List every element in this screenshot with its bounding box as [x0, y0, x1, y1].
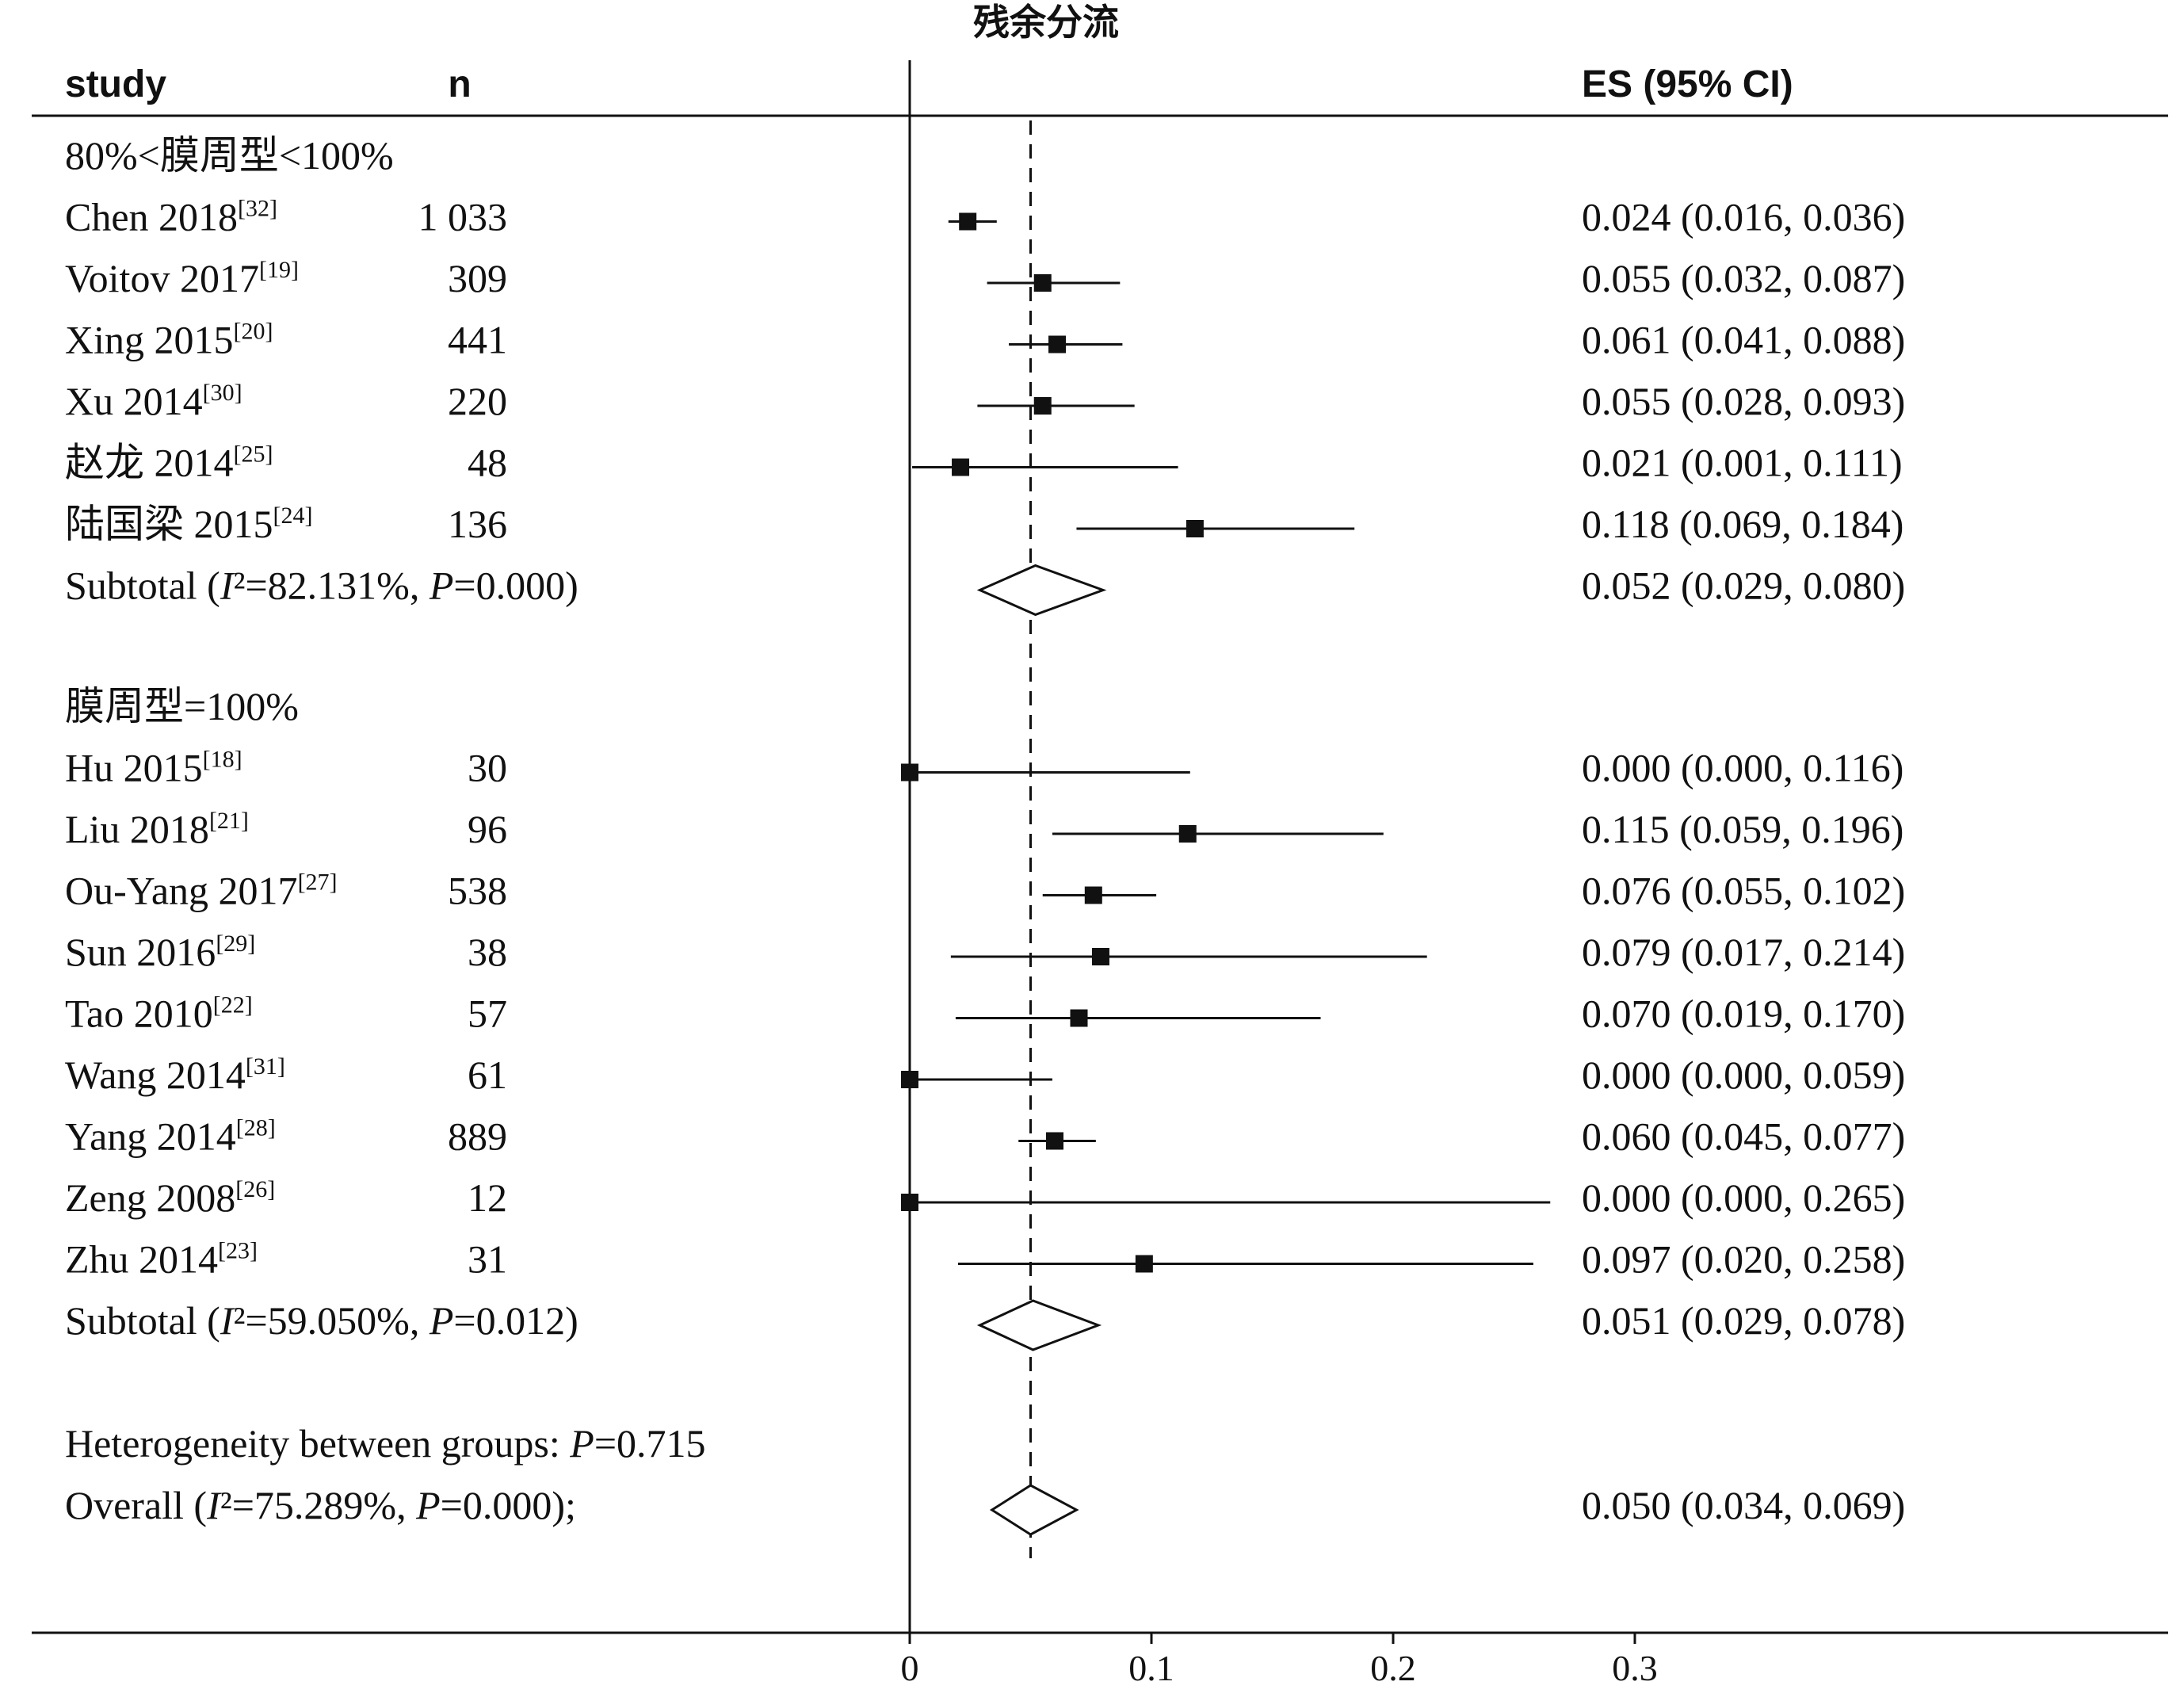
- overall-diamond: [989, 1484, 1079, 1536]
- overall-label: Overall (I²=75.289%, P=0.000);: [65, 1483, 576, 1527]
- effect-size-marker: [901, 1194, 918, 1211]
- study-n: 441: [448, 318, 507, 362]
- study-label: 赵龙 2014[25]: [65, 441, 273, 485]
- effect-size-marker: [1084, 886, 1102, 904]
- study-es-value: 0.060 (0.045, 0.077): [1582, 1114, 1905, 1159]
- column-header-study: study: [65, 63, 166, 105]
- study-label: Zeng 2008[26]: [65, 1175, 275, 1220]
- column-header-n: n: [448, 63, 471, 105]
- group-label: 膜周型=100%: [65, 684, 299, 728]
- subtotal-label: Subtotal (I²=59.050%, P=0.012): [65, 1298, 578, 1343]
- effect-size-marker: [1048, 335, 1067, 354]
- effect-size-marker: [901, 1071, 918, 1088]
- study-n: 61: [468, 1053, 507, 1097]
- overall-es-value: 0.050 (0.034, 0.069): [1582, 1483, 1905, 1527]
- study-n: 48: [468, 441, 507, 485]
- study-n: 538: [448, 869, 507, 913]
- study-es-value: 0.000 (0.000, 0.116): [1582, 746, 1903, 790]
- study-es-value: 0.118 (0.069, 0.184): [1582, 502, 1903, 546]
- study-label: Sun 2016[29]: [65, 930, 255, 974]
- study-label: Ou-Yang 2017[27]: [65, 869, 338, 913]
- x-tick-label: 0.3: [1612, 1648, 1658, 1688]
- chart-title: 残余分流: [973, 1, 1119, 44]
- study-label: Yang 2014[28]: [65, 1114, 276, 1159]
- study-es-value: 0.115 (0.059, 0.196): [1582, 807, 1903, 851]
- effect-size-marker: [1186, 520, 1204, 537]
- study-n: 30: [468, 746, 507, 790]
- study-es-value: 0.021 (0.001, 0.111): [1582, 441, 1903, 485]
- study-label: Zhu 2014[23]: [65, 1237, 258, 1282]
- effect-size-marker: [1070, 1009, 1088, 1027]
- study-label: Liu 2018[21]: [65, 807, 249, 851]
- study-n: 220: [448, 379, 507, 423]
- study-label: Xu 2014[30]: [65, 379, 242, 423]
- column-header-es: ES (95% CI): [1582, 63, 1793, 105]
- study-n: 1 033: [418, 195, 508, 239]
- study-es-value: 0.061 (0.041, 0.088): [1582, 318, 1905, 362]
- effect-size-marker: [1135, 1255, 1153, 1273]
- study-label: Hu 2015[18]: [65, 746, 242, 790]
- subtotal-diamond: [976, 1299, 1102, 1351]
- study-label: 陆国梁 2015[24]: [65, 502, 312, 546]
- study-n: 12: [468, 1175, 507, 1220]
- subtotal-es-value: 0.051 (0.029, 0.078): [1582, 1298, 1905, 1343]
- study-es-value: 0.000 (0.000, 0.059): [1582, 1053, 1905, 1097]
- effect-size-marker: [1178, 825, 1197, 843]
- study-label: Tao 2010[22]: [65, 992, 253, 1036]
- study-label: Voitov 2017[19]: [65, 256, 299, 300]
- study-es-value: 0.024 (0.016, 0.036): [1582, 195, 1905, 239]
- study-label: Xing 2015[20]: [65, 318, 273, 362]
- study-label: Wang 2014[31]: [65, 1053, 285, 1097]
- study-es-value: 0.055 (0.032, 0.087): [1582, 256, 1905, 300]
- effect-size-marker: [959, 212, 977, 231]
- x-tick-label: 0: [901, 1648, 919, 1688]
- study-es-value: 0.079 (0.017, 0.214): [1582, 930, 1905, 974]
- study-es-value: 0.000 (0.000, 0.265): [1582, 1175, 1905, 1220]
- study-es-value: 0.070 (0.019, 0.170): [1582, 992, 1905, 1036]
- effect-size-marker: [901, 763, 918, 782]
- x-tick-label: 0.2: [1370, 1648, 1416, 1688]
- study-n: 309: [448, 256, 507, 300]
- study-es-value: 0.076 (0.055, 0.102): [1582, 869, 1905, 913]
- study-n: 57: [468, 992, 507, 1036]
- study-es-value: 0.055 (0.028, 0.093): [1582, 379, 1905, 423]
- effect-size-marker: [1033, 274, 1052, 292]
- group-label: 80%<膜周型<100%: [65, 133, 394, 178]
- effect-size-marker: [1091, 948, 1109, 965]
- study-n: 38: [468, 930, 507, 974]
- study-n: 889: [448, 1114, 507, 1159]
- study-es-value: 0.097 (0.020, 0.258): [1582, 1237, 1905, 1282]
- study-label: Chen 2018[32]: [65, 195, 277, 239]
- effect-size-marker: [1046, 1132, 1063, 1150]
- subtotal-label: Subtotal (I²=82.131%, P=0.000): [65, 564, 578, 608]
- x-tick-label: 0.1: [1128, 1648, 1174, 1688]
- study-n: 136: [448, 502, 507, 546]
- effect-size-marker: [1033, 397, 1052, 415]
- subtotal-es-value: 0.052 (0.029, 0.080): [1582, 564, 1905, 608]
- study-n: 96: [468, 807, 507, 851]
- effect-size-marker: [952, 458, 970, 476]
- heterogeneity-label: Heterogeneity between groups: P=0.715: [65, 1421, 706, 1466]
- study-n: 31: [468, 1237, 507, 1282]
- subtotal-diamond: [976, 564, 1107, 617]
